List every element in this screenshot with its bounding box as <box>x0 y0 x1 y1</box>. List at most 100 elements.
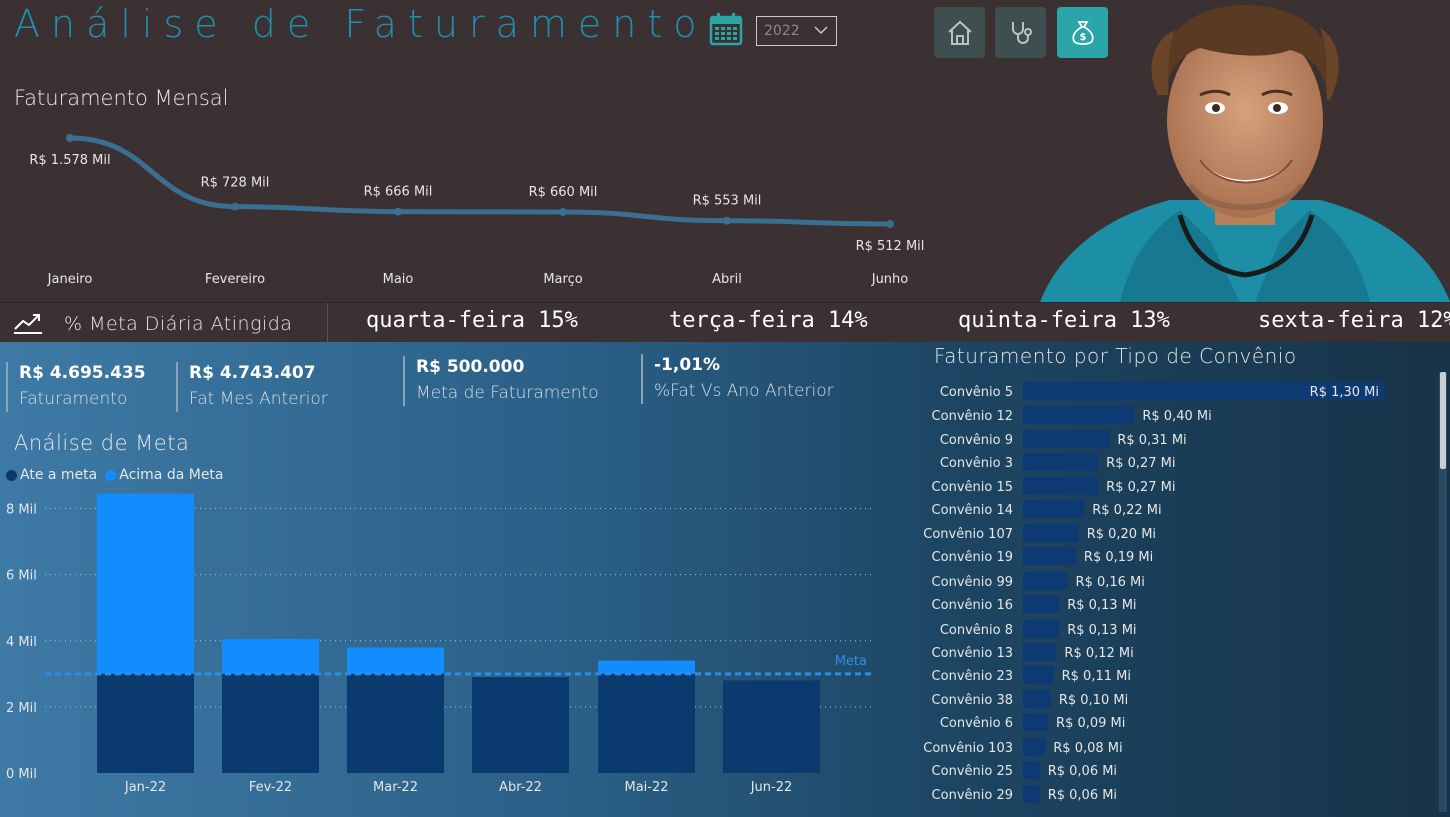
stethoscope-button[interactable] <box>995 7 1046 58</box>
data-label: R$ 0,20 Mi <box>1087 527 1156 542</box>
x-tick-label: Março <box>543 272 582 287</box>
data-point <box>394 207 402 216</box>
data-point <box>559 208 567 217</box>
doctor-photo <box>1040 5 1450 302</box>
category-label: Convênio 38 <box>932 693 1013 708</box>
ticker-item: quinta-feira 13% <box>958 308 1170 333</box>
category-label: Convênio 13 <box>932 646 1013 661</box>
y-tick-label: 8 Mil <box>6 503 37 518</box>
series-line <box>67 135 893 227</box>
data-label: R$ 0,27 Mi <box>1106 480 1175 495</box>
data-label: R$ 0,19 Mi <box>1084 550 1153 565</box>
category-label: Convênio 23 <box>932 669 1013 684</box>
bar-acima-da-meta <box>222 639 319 674</box>
bar-ate-a-meta <box>598 673 695 773</box>
goal-chart-legend: Ate a meta Acima da Meta <box>6 467 232 483</box>
category-label: Convênio 12 <box>932 409 1013 424</box>
home-button[interactable] <box>934 7 985 58</box>
category-label: Convênio 107 <box>923 527 1013 542</box>
category-label: Convênio 8 <box>940 623 1013 638</box>
scrollbar-thumb[interactable] <box>1440 372 1446 469</box>
bar <box>1023 666 1054 684</box>
x-tick-label: Mar-22 <box>373 780 418 795</box>
legend-dot <box>6 469 17 481</box>
money-bag-button[interactable]: $ <box>1057 7 1108 58</box>
data-label: R$ 0,11 Mi <box>1062 669 1131 684</box>
data-point <box>886 220 894 228</box>
bar <box>1023 761 1040 779</box>
data-point <box>231 202 239 211</box>
bar <box>1023 500 1085 518</box>
bar <box>1023 595 1060 613</box>
data-label: R$ 0,27 Mi <box>1106 456 1175 471</box>
goal-analysis-bar-chart: 0 Mil 2 Mil 4 Mil 6 Mil 8 Mil Jan-22 Fev-22 Mar… <box>6 493 872 795</box>
bar <box>1023 690 1051 708</box>
category-label: Convênio 14 <box>932 503 1013 518</box>
bar <box>1023 643 1057 661</box>
category-label: Convênio 25 <box>932 764 1013 779</box>
bar-ate-a-meta <box>723 680 820 773</box>
year-dropdown[interactable]: 2022 <box>756 16 837 46</box>
y-tick-label: 4 Mil <box>6 635 37 650</box>
bar <box>1023 453 1099 471</box>
home-icon <box>947 20 972 45</box>
x-tick-label: Junho <box>871 272 909 287</box>
x-tick-label: Maio <box>383 272 414 287</box>
bar <box>1023 524 1079 542</box>
legend-label: Ate a meta <box>20 467 98 483</box>
legend-item[interactable]: Acima da Meta <box>105 467 224 483</box>
convenio-chart-title: Faturamento por Tipo de Convênio <box>934 344 1297 368</box>
calendar-icon[interactable] <box>709 12 743 46</box>
monthly-billing-title: Faturamento Mensal <box>14 86 229 110</box>
data-label: R$ 666 Mil <box>364 185 433 200</box>
ticker-item: sexta-feira 12% <box>1258 308 1450 333</box>
bar-ate-a-meta <box>472 677 569 773</box>
data-label: R$ 1.578 Mil <box>29 153 110 168</box>
data-label: R$ 0,08 Mi <box>1053 741 1122 756</box>
kpi-value: R$ 4.743.407 <box>189 363 316 383</box>
data-label: R$ 0,06 Mi <box>1048 764 1117 779</box>
daily-goal-ticker-label: % Meta Diária Atingida <box>0 303 328 343</box>
x-tick-label: Fevereiro <box>205 272 265 287</box>
top-panel: Análise de Faturamento 2022 $ Faturament… <box>0 0 1450 302</box>
bar <box>1023 620 1060 638</box>
goal-analysis-title: Análise de Meta <box>14 431 190 455</box>
x-tick-label: Janeiro <box>47 272 93 287</box>
bar <box>1023 382 1385 400</box>
bar <box>1023 547 1076 565</box>
bottom-panel: R$ 4.695.435 Faturamento R$ 4.743.407 Fa… <box>0 342 1450 817</box>
legend-dot <box>105 469 117 481</box>
meta-line-label: Meta <box>835 654 867 669</box>
monthly-billing-line-chart: R$ 1.578 Mil Janeiro R$ 728 Mil Fevereiro R$… <box>29 134 925 287</box>
bar <box>1023 785 1040 803</box>
legend-label: Acima da Meta <box>119 467 224 483</box>
legend-item[interactable]: Ate a meta <box>6 467 97 483</box>
money-bag-icon: $ <box>1071 20 1094 45</box>
bar-ate-a-meta <box>222 673 319 773</box>
data-label: R$ 512 Mil <box>856 239 925 254</box>
bar-acima-da-meta <box>97 493 194 674</box>
data-label: R$ 553 Mil <box>693 194 762 209</box>
bar <box>1023 738 1046 756</box>
convenio-scrollbar[interactable] <box>1439 372 1447 812</box>
kpi-label: Fat Mes Anterior <box>189 389 328 409</box>
page-title: Análise de Faturamento <box>14 2 708 46</box>
kpi-value: -1,01% <box>654 355 721 375</box>
x-tick-label: Mai-22 <box>624 780 668 795</box>
y-tick-label: 2 Mil <box>6 701 37 716</box>
daily-goal-title: % Meta Diária Atingida <box>64 313 293 335</box>
category-label: Convênio 5 <box>940 385 1013 400</box>
data-label: R$ 1,30 Mi <box>1310 385 1379 400</box>
bar <box>1023 477 1099 495</box>
year-dropdown-value: 2022 <box>764 23 800 39</box>
data-label: R$ 0,31 Mi <box>1117 433 1186 448</box>
bar-acima-da-meta <box>598 660 695 674</box>
kpi-value: R$ 4.695.435 <box>19 363 146 383</box>
kpi-label: Meta de Faturamento <box>416 383 599 403</box>
svg-text:$: $ <box>1079 32 1086 43</box>
bar <box>1023 713 1049 731</box>
bar <box>1023 572 1068 590</box>
data-label: R$ 0,06 Mi <box>1048 788 1117 803</box>
y-tick-label: 0 Mil <box>6 767 37 782</box>
x-tick-label: Jun-22 <box>750 780 793 795</box>
